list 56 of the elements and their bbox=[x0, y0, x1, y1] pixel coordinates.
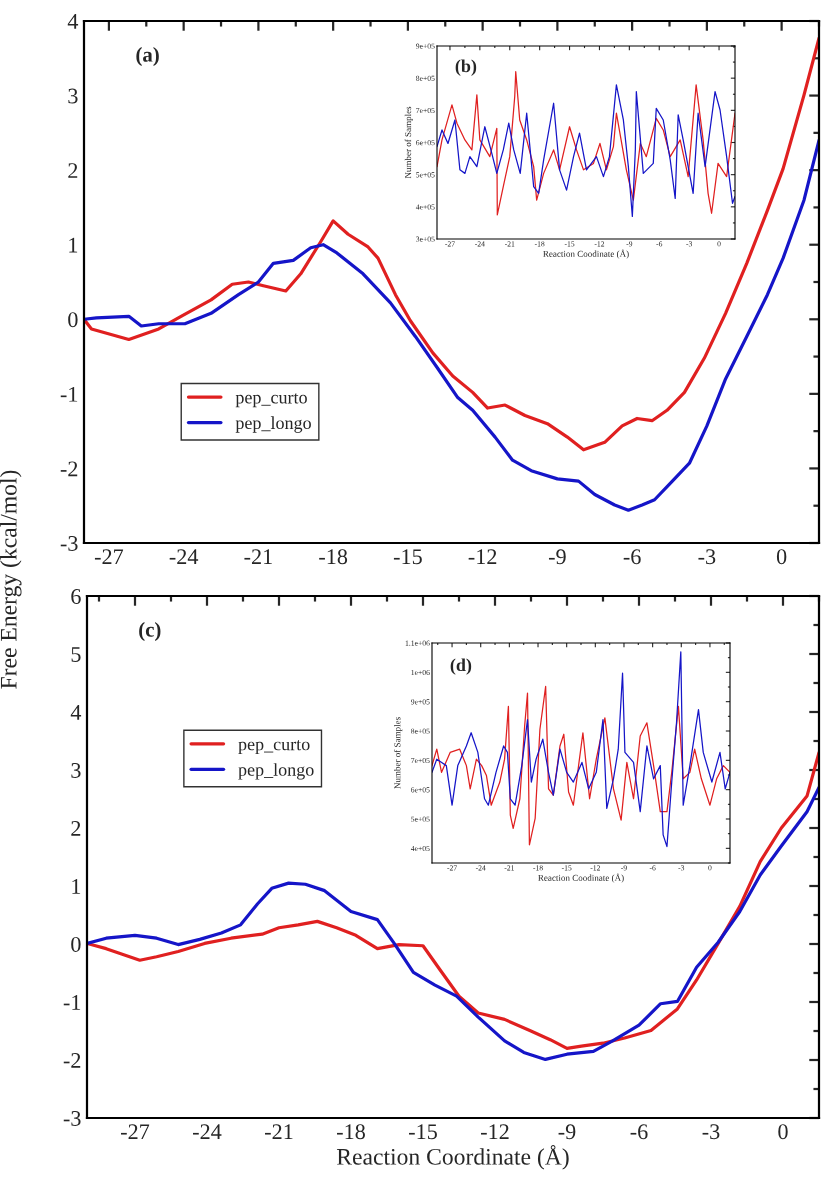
y-tick-label: 0 bbox=[71, 936, 81, 952]
x-tick-label: -15 bbox=[393, 549, 422, 565]
x-tick-label: -9 bbox=[548, 549, 566, 565]
x-tick-label: -6 bbox=[630, 1124, 648, 1140]
x-tick-label: -12 bbox=[481, 1124, 509, 1139]
x-tick-label: -18 bbox=[319, 549, 348, 565]
y-tick-label: 5 bbox=[71, 647, 81, 662]
line-series bbox=[432, 651, 730, 848]
x-tick-label: -3 bbox=[702, 1124, 720, 1140]
y-tick-label: 2 bbox=[71, 820, 81, 836]
y-tick-label: -2 bbox=[60, 461, 78, 477]
x-tick-label: -18 bbox=[337, 1124, 365, 1140]
y-tick-label: 4 bbox=[67, 14, 79, 29]
y-tick-label: 3 bbox=[71, 762, 81, 778]
x-tick-label: -27 bbox=[121, 1124, 150, 1139]
legend-label: pep_longo bbox=[238, 763, 314, 780]
x-tick-label: -15 bbox=[409, 1124, 437, 1140]
x-tick-label: -12 bbox=[468, 549, 497, 564]
y-tick-label: 3 bbox=[68, 88, 78, 104]
x-tick-label: -6 bbox=[623, 549, 641, 565]
x-tick-label: -24 bbox=[193, 1124, 222, 1139]
y-tick-label: 0 bbox=[68, 312, 78, 328]
x-tick-label: -21 bbox=[265, 1124, 293, 1139]
x-tick-label: -3 bbox=[698, 549, 716, 565]
annotation: (a) bbox=[136, 47, 159, 66]
annotation: (b) bbox=[455, 59, 477, 76]
y-tick-label: -1 bbox=[63, 995, 81, 1010]
y-tick-label: -1 bbox=[60, 386, 78, 402]
legend-label: pep_longo bbox=[235, 416, 311, 433]
y-tick-label: 4 bbox=[70, 705, 82, 720]
annotation: (c) bbox=[139, 622, 161, 641]
legend-label: pep_curto bbox=[238, 740, 310, 755]
x-tick-label: -21 bbox=[244, 549, 272, 564]
y-tick-label: 1 bbox=[69, 237, 78, 253]
y-tick-label: -2 bbox=[63, 1052, 81, 1068]
x-axis-title: Reaction Coodinate (Å) bbox=[543, 249, 629, 259]
x-tick-label: 0 bbox=[776, 549, 787, 565]
y-tick-label: 2 bbox=[68, 163, 78, 178]
y-tick-label: -3 bbox=[63, 1110, 81, 1126]
line-series bbox=[432, 685, 730, 846]
x-tick-label: -27 bbox=[94, 549, 124, 564]
line-series bbox=[84, 138, 819, 512]
y-tick-label: 1 bbox=[72, 879, 81, 894]
y-axis-title: Number of Samples bbox=[393, 717, 403, 789]
x-tick-label: 0 bbox=[778, 1124, 788, 1140]
y-tick-label: 6 bbox=[71, 588, 81, 604]
y-tick-label: -3 bbox=[60, 535, 78, 551]
y-axis-title: Free Energy (kcal/mol) bbox=[0, 470, 22, 689]
y-axis-title: Number of Samples bbox=[404, 106, 413, 179]
x-axis-title: Reaction Coodinate (Å) bbox=[538, 873, 624, 883]
x-tick-label: -9 bbox=[558, 1124, 576, 1140]
x-axis-title: Reaction Coordinate (Å) bbox=[336, 1145, 569, 1170]
x-tick-label: -24 bbox=[169, 549, 199, 564]
annotation: (d) bbox=[450, 658, 472, 675]
line-series bbox=[84, 36, 819, 452]
legend-label: pep_curto bbox=[235, 393, 307, 408]
